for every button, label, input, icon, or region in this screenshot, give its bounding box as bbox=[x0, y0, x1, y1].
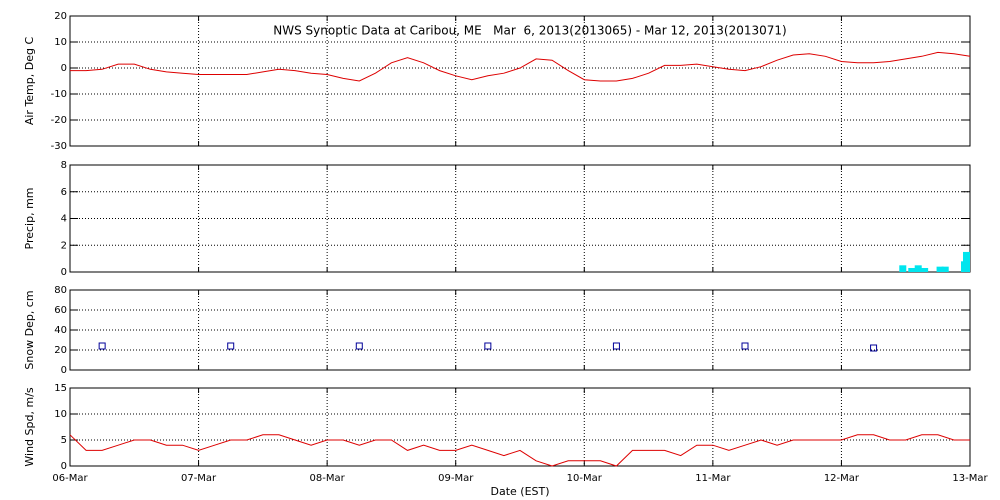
y-tick-label: -30 bbox=[51, 141, 67, 152]
x-axis-label: Date (EST) bbox=[490, 485, 549, 498]
x-tick-label: 13-Mar bbox=[952, 473, 988, 484]
x-tick-label: 08-Mar bbox=[310, 473, 346, 484]
point bbox=[355, 342, 363, 350]
y-tick-label: 2 bbox=[61, 240, 67, 251]
y-tick-label: -20 bbox=[51, 115, 67, 126]
x-tick-label: 10-Mar bbox=[567, 473, 603, 484]
y-tick-label: -10 bbox=[51, 89, 67, 100]
y-tick-label: 10 bbox=[54, 37, 67, 48]
bar bbox=[914, 265, 922, 272]
point bbox=[612, 342, 620, 350]
x-tick-label: 09-Mar bbox=[438, 473, 474, 484]
y-tick-label: 0 bbox=[61, 461, 67, 472]
y-axis-label: Snow Dep, cm bbox=[23, 290, 36, 369]
y-tick-label: 4 bbox=[61, 214, 67, 225]
y-tick-label: 20 bbox=[54, 11, 67, 22]
y-tick-label: 6 bbox=[61, 187, 67, 198]
data-line bbox=[69, 434, 970, 467]
bar bbox=[941, 266, 949, 272]
data-line bbox=[70, 51, 971, 82]
y-tick-label: 10 bbox=[54, 409, 67, 420]
y-axis-label: Air Temp, Deg C bbox=[23, 37, 36, 126]
y-tick-label: 0 bbox=[61, 63, 67, 74]
point bbox=[98, 342, 106, 350]
plot-frame bbox=[69, 289, 971, 371]
y-tick-label: 5 bbox=[61, 435, 67, 446]
plot-frame bbox=[69, 387, 971, 467]
y-tick-label: 20 bbox=[54, 345, 67, 356]
chart-title: NWS Synoptic Data at Caribou, ME Mar 6, … bbox=[273, 24, 786, 38]
y-tick-label: 80 bbox=[54, 285, 67, 296]
y-tick-label: 8 bbox=[61, 160, 67, 171]
y-tick-label: 15 bbox=[54, 383, 67, 394]
bar bbox=[908, 267, 916, 272]
point bbox=[227, 342, 235, 350]
x-tick-label: 07-Mar bbox=[181, 473, 217, 484]
bar bbox=[921, 267, 929, 272]
point bbox=[484, 342, 492, 350]
x-tick-label: 06-Mar bbox=[52, 473, 88, 484]
point bbox=[741, 342, 749, 350]
y-tick-label: 40 bbox=[54, 325, 67, 336]
y-tick-label: 0 bbox=[61, 365, 67, 376]
bar bbox=[899, 265, 907, 272]
plot-frame bbox=[69, 164, 971, 273]
y-axis-label: Wind Spd, m/s bbox=[23, 387, 36, 467]
plot-frame bbox=[69, 15, 971, 147]
x-tick-label: 12-Mar bbox=[824, 473, 860, 484]
bar bbox=[936, 266, 944, 272]
point bbox=[870, 344, 878, 352]
y-axis-label: Precip, mm bbox=[23, 188, 36, 250]
y-tick-label: 0 bbox=[61, 267, 67, 278]
bar bbox=[963, 258, 970, 272]
x-tick-label: 11-Mar bbox=[695, 473, 731, 484]
y-tick-label: 60 bbox=[54, 305, 67, 316]
